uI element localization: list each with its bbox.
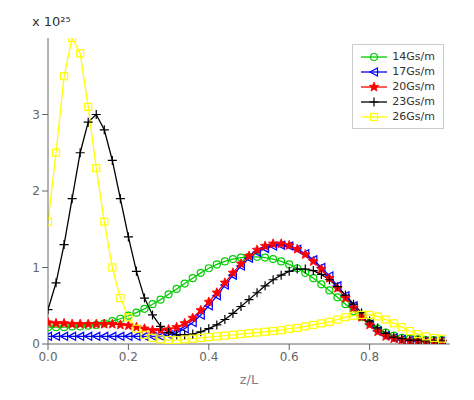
svg-text:2: 2 [32,184,40,198]
svg-text:1: 1 [32,261,40,275]
html-text:20Gs/m: 20Gs/m [392,80,435,93]
svg-text:3: 3 [32,108,40,122]
html-text:17Gs/m: 17Gs/m [392,65,435,78]
svg-text:z/L: z/L [240,372,259,387]
svg-text:0.8: 0.8 [360,350,379,364]
svg-text:0.2: 0.2 [119,350,138,364]
html-text:26Gs/m: 26Gs/m [392,110,435,123]
html-text:14Gs/m: 14Gs/m [392,50,435,63]
svg-text:0: 0 [32,337,40,351]
svg-text:0.4: 0.4 [199,350,218,364]
html-text:23Gs/m: 23Gs/m [392,95,435,108]
html-text:x 10²⁵: x 10²⁵ [32,14,71,29]
svg-text:0.6: 0.6 [280,350,299,364]
svg-text:0.0: 0.0 [38,350,57,364]
